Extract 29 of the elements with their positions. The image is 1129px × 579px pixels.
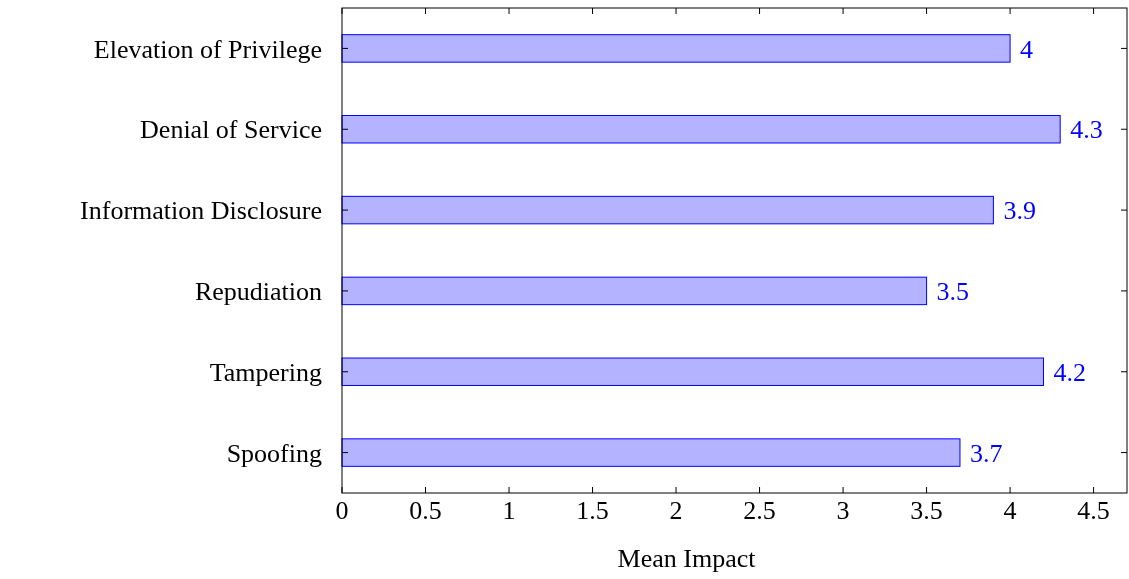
data-label: 3.9 bbox=[1003, 196, 1036, 226]
x-tick-label: 4.5 bbox=[1077, 496, 1110, 525]
bar bbox=[341, 115, 1061, 144]
x-tick-label: 4 bbox=[1003, 496, 1017, 525]
data-label: 4.2 bbox=[1053, 357, 1086, 387]
y-tick-label: Information Disclosure bbox=[80, 196, 322, 226]
x-tick-label: 3.5 bbox=[910, 496, 943, 525]
y-tick-label: Elevation of Privilege bbox=[93, 34, 322, 64]
data-label: 4 bbox=[1020, 34, 1034, 64]
x-tick-label: 1 bbox=[502, 496, 516, 525]
data-label: 4.3 bbox=[1070, 115, 1103, 145]
y-tick-label: Repudiation bbox=[194, 277, 322, 307]
x-tick-label: 3 bbox=[836, 496, 850, 525]
data-label: 3.5 bbox=[936, 277, 970, 307]
data-label: 3.7 bbox=[969, 438, 1003, 468]
x-tick-label: 2 bbox=[669, 496, 683, 525]
x-tick-label: 2.5 bbox=[743, 496, 776, 525]
bar bbox=[341, 34, 1011, 63]
x-tick-label: 0.5 bbox=[409, 496, 442, 525]
bar bbox=[341, 438, 961, 467]
bar bbox=[341, 195, 994, 225]
x-axis-title: Mean Impact bbox=[617, 544, 757, 573]
y-tick-label: Tampering bbox=[209, 357, 322, 387]
y-tick-label: Spoofing bbox=[226, 438, 322, 468]
x-tick-label: 0 bbox=[335, 496, 349, 525]
y-tick-label: Denial of Service bbox=[140, 115, 322, 145]
bar bbox=[341, 276, 928, 306]
x-tick-label: 1.5 bbox=[576, 496, 609, 525]
bar bbox=[341, 357, 1044, 386]
